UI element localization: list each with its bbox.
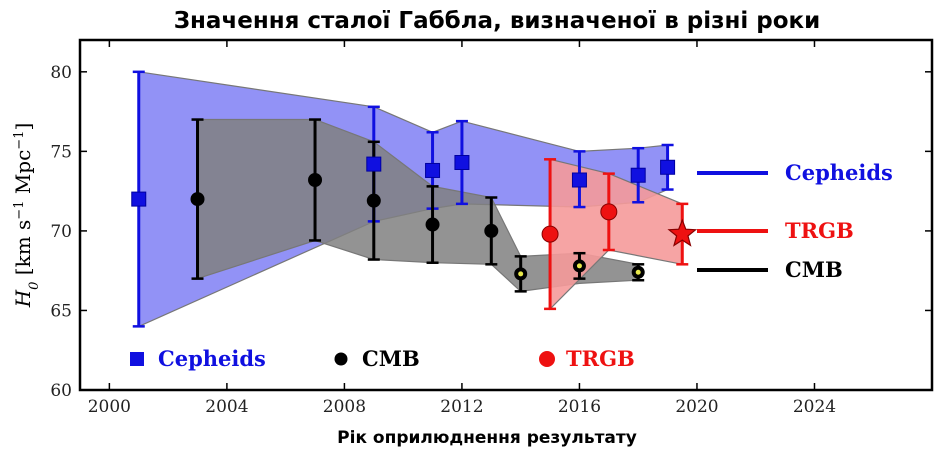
legend-marker-cepheids [130, 352, 144, 366]
trgb-point-1 [600, 203, 618, 221]
y-axis-label: H0 [km s−1 Mpc−1] [11, 123, 42, 309]
legend-line-label-cmb: CMB [785, 257, 843, 282]
cepheids-point-6 [660, 159, 676, 175]
y-tick-label-70: 70 [50, 222, 72, 242]
x-tick-label-2008: 2008 [323, 397, 366, 417]
cepheids-point-4 [571, 172, 587, 188]
y-tick-label-65: 65 [50, 301, 72, 321]
cepheids-point-2 [425, 162, 441, 178]
cmb-point-2 [366, 193, 381, 208]
x-tick-label-2000: 2000 [88, 397, 131, 417]
cmb-point-3 [425, 217, 440, 232]
cmb-point-4 [484, 223, 499, 238]
x-tick-label-2004: 2004 [205, 397, 248, 417]
axes: 60 65 70 75 80 2000 2004 2008 2012 2016 2020 2024 [50, 40, 932, 417]
legend-line-label-trgb: TRGB [785, 218, 854, 243]
legend-label-cepheids: Cepheids [158, 346, 266, 371]
plot-frame [78, 38, 934, 392]
legend-marker-trgb [539, 351, 555, 367]
cmb-point-1 [308, 173, 323, 187]
uncertainty-bands [138, 71, 683, 328]
x-axis-label: Рік оприлюднення результату [337, 428, 637, 448]
legend-label-cmb: CMB [362, 346, 420, 371]
cmb-point-center-6 [576, 263, 582, 269]
x-tick-label-2024: 2024 [793, 397, 836, 417]
data-markers [131, 155, 698, 281]
cepheids-point-5 [630, 167, 646, 183]
y-tick-label-60: 60 [50, 381, 72, 401]
cepheids-point-1 [366, 156, 382, 172]
cmb-point-center-7 [635, 269, 641, 275]
y-tick-label-80: 80 [50, 63, 72, 83]
legend-marker-cmb [334, 352, 348, 366]
cmb-point-center-5 [518, 271, 524, 277]
cmb-point-0 [190, 192, 205, 207]
y-tick-label-75: 75 [50, 142, 72, 162]
x-tick-label-2012: 2012 [440, 397, 483, 417]
legend: Cepheids CMB TRGB Cepheids TRGB CMB [130, 160, 893, 371]
chart-title: Значення сталої Габбла, визначеної в різ… [174, 8, 821, 34]
x-tick-label-2016: 2016 [558, 397, 601, 417]
cepheids-point-3 [454, 155, 470, 170]
legend-label-trgb: TRGB [566, 346, 635, 371]
trgb-point-2 [667, 218, 698, 247]
legend-line-label-cepheids: Cepheids [785, 160, 893, 185]
cepheids-point-0 [131, 191, 147, 207]
x-tick-label-2020: 2020 [675, 397, 718, 417]
trgb-point-0 [541, 225, 559, 243]
